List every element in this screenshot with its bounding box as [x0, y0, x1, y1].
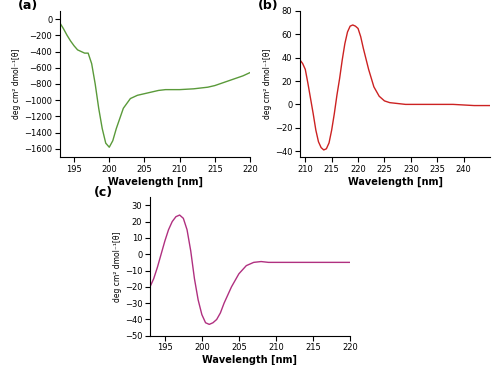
Y-axis label: deg cm² dmol⁻¹[θ]: deg cm² dmol⁻¹[θ]: [263, 49, 272, 119]
X-axis label: Wavelength [nm]: Wavelength [nm]: [202, 355, 298, 365]
Text: (a): (a): [18, 0, 38, 12]
Text: (b): (b): [258, 0, 279, 12]
Y-axis label: deg cm² dmol⁻¹[θ]: deg cm² dmol⁻¹[θ]: [113, 231, 122, 302]
Text: (c): (c): [94, 186, 113, 199]
X-axis label: Wavelength [nm]: Wavelength [nm]: [108, 176, 202, 187]
Y-axis label: deg cm² dmol⁻¹[θ]: deg cm² dmol⁻¹[θ]: [12, 49, 22, 119]
X-axis label: Wavelength [nm]: Wavelength [nm]: [348, 176, 442, 187]
